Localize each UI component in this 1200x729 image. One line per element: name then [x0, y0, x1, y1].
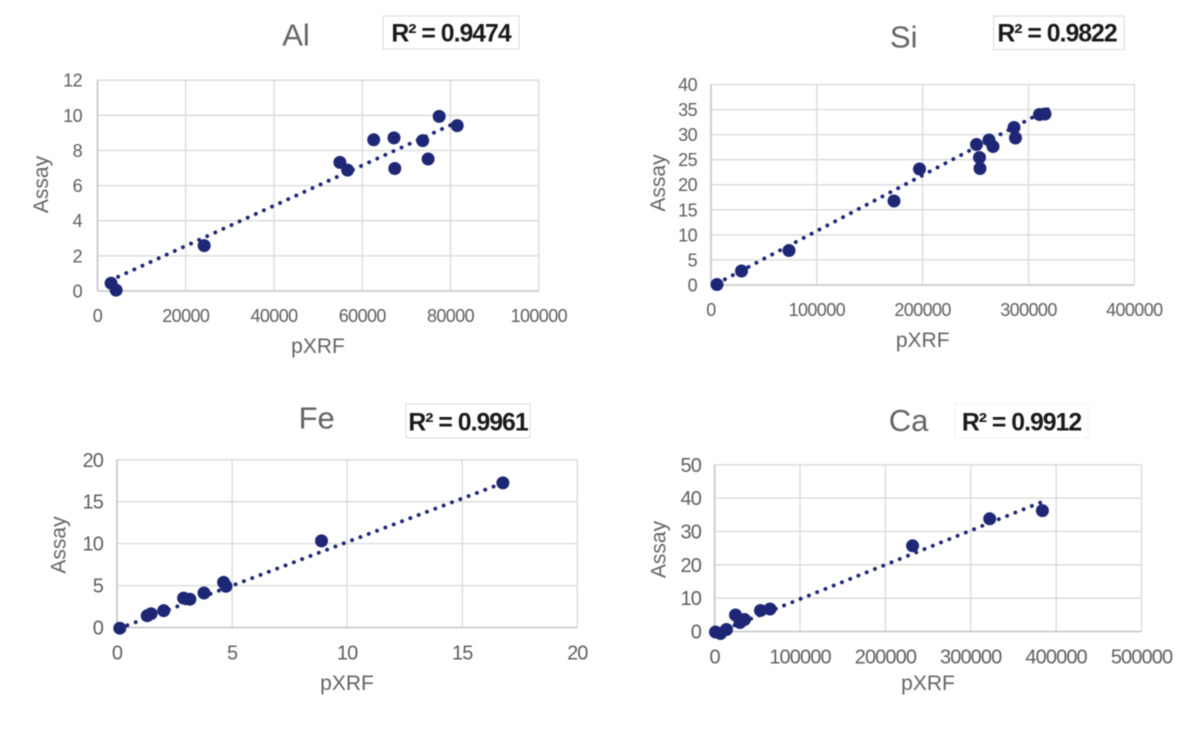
svg-text:5: 5 — [227, 643, 238, 665]
svg-text:Si: Si — [890, 20, 918, 55]
svg-text:500000: 500000 — [1111, 647, 1173, 669]
svg-text:0: 0 — [688, 276, 698, 296]
svg-text:80000: 80000 — [427, 306, 475, 326]
svg-text:0: 0 — [706, 300, 716, 320]
svg-text:40: 40 — [678, 75, 697, 95]
svg-text:5: 5 — [688, 250, 698, 270]
svg-text:40: 40 — [681, 488, 702, 510]
svg-text:Ca: Ca — [889, 403, 929, 438]
svg-text:300000: 300000 — [1000, 300, 1057, 320]
svg-text:8: 8 — [73, 141, 83, 161]
svg-text:R² = 0.9474: R² = 0.9474 — [391, 21, 511, 48]
svg-text:30: 30 — [681, 522, 702, 544]
svg-text:Assay: Assay — [30, 155, 53, 213]
svg-text:30: 30 — [678, 125, 697, 145]
svg-text:pXRF: pXRF — [901, 672, 955, 695]
svg-text:12: 12 — [63, 71, 82, 91]
svg-text:Assay: Assay — [647, 154, 670, 212]
svg-text:100000: 100000 — [789, 300, 846, 320]
svg-text:20000: 20000 — [162, 306, 210, 326]
svg-text:50: 50 — [681, 455, 702, 477]
svg-text:6: 6 — [73, 176, 83, 196]
svg-text:2: 2 — [73, 246, 83, 266]
svg-text:Fe: Fe — [299, 401, 335, 436]
svg-text:100000: 100000 — [511, 306, 568, 326]
svg-text:10: 10 — [63, 106, 82, 126]
svg-text:400000: 400000 — [1025, 647, 1087, 669]
svg-text:0: 0 — [709, 647, 720, 669]
svg-text:400000: 400000 — [1106, 300, 1163, 320]
svg-text:4: 4 — [73, 211, 83, 231]
svg-text:15: 15 — [452, 643, 473, 665]
svg-text:5: 5 — [93, 576, 104, 598]
svg-text:20: 20 — [83, 450, 104, 472]
svg-text:15: 15 — [83, 492, 104, 514]
svg-text:R² = 0.9912: R² = 0.9912 — [962, 410, 1081, 437]
svg-text:Assay: Assay — [48, 516, 71, 574]
svg-text:10: 10 — [337, 643, 358, 665]
svg-text:15: 15 — [678, 200, 697, 220]
svg-text:100000: 100000 — [769, 647, 831, 669]
svg-text:pXRF: pXRF — [291, 335, 345, 358]
svg-text:0: 0 — [112, 643, 123, 665]
svg-text:200000: 200000 — [855, 647, 917, 669]
svg-text:Al: Al — [282, 18, 310, 53]
svg-text:10: 10 — [678, 225, 697, 245]
svg-text:0: 0 — [93, 618, 104, 640]
svg-text:R² = 0.9961: R² = 0.9961 — [408, 410, 528, 437]
svg-text:10: 10 — [681, 588, 702, 610]
svg-text:0: 0 — [73, 282, 83, 302]
svg-text:200000: 200000 — [894, 300, 951, 320]
svg-text:pXRF: pXRF — [896, 329, 950, 352]
svg-text:10: 10 — [83, 534, 104, 556]
svg-text:300000: 300000 — [940, 647, 1002, 669]
svg-text:35: 35 — [678, 100, 697, 120]
svg-text:Assay: Assay — [648, 520, 671, 578]
svg-text:20: 20 — [681, 555, 702, 577]
svg-text:pXRF: pXRF — [320, 672, 374, 695]
svg-text:0: 0 — [93, 306, 103, 326]
svg-text:R² = 0.9822: R² = 0.9822 — [997, 21, 1116, 48]
svg-text:20: 20 — [567, 643, 588, 665]
svg-text:20: 20 — [678, 175, 697, 195]
svg-text:25: 25 — [678, 150, 697, 170]
svg-text:40000: 40000 — [250, 306, 298, 326]
svg-text:60000: 60000 — [339, 306, 387, 326]
svg-text:0: 0 — [691, 622, 702, 644]
